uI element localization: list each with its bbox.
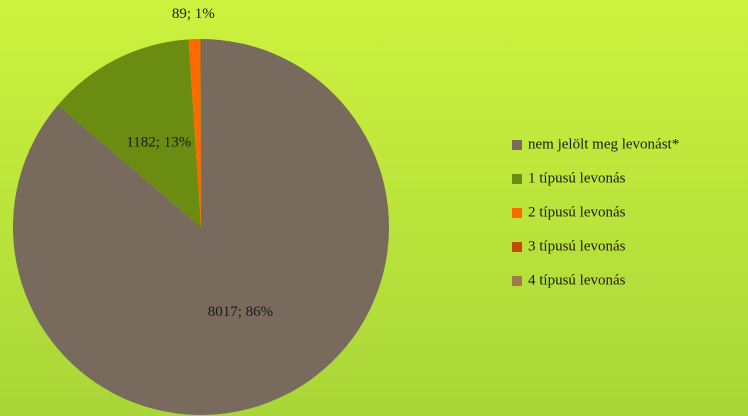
legend-label: 1 típusú levonás (528, 170, 626, 186)
legend-swatch (512, 208, 522, 218)
legend-swatch (512, 140, 522, 150)
legend-label: nem jelölt meg levonást* (528, 136, 679, 152)
legend-swatch (512, 174, 522, 184)
data-label: 8017; 86% (208, 304, 273, 320)
legend-label: 3 típusú levonás (528, 238, 626, 254)
legend-swatch (512, 242, 522, 252)
pie-slice (188, 39, 201, 227)
pie-slice (57, 39, 201, 228)
legend-label: 4 típusú levonás (528, 272, 626, 288)
legend-label: 2 típusú levonás (528, 204, 626, 220)
data-label: 89; 1% (172, 6, 215, 22)
legend-swatch (512, 276, 522, 286)
pie-slice (13, 39, 390, 415)
data-label: 1182; 13% (126, 134, 191, 150)
